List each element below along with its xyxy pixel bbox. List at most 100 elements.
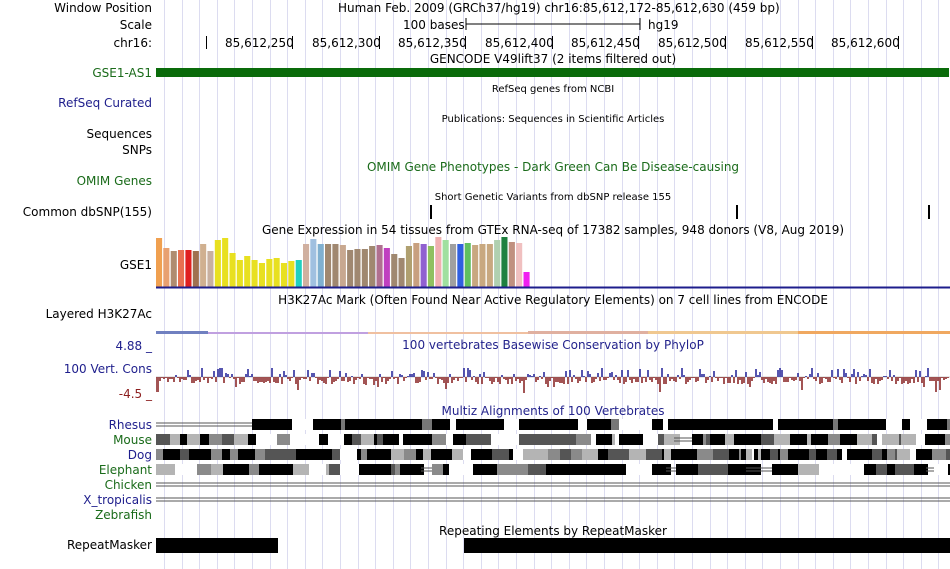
gtex-tissue-bar[interactable] — [339, 245, 346, 287]
multiz-species-label[interactable]: X_tropicalis — [83, 493, 152, 507]
gtex-tissue-bar[interactable] — [317, 244, 324, 287]
gtex-expression-chart[interactable] — [156, 237, 950, 291]
gtex-tissue-bar[interactable] — [178, 250, 185, 287]
gtex-tissue-bar[interactable] — [427, 246, 434, 287]
gtex-tissue-bar[interactable] — [222, 238, 229, 287]
alignment-block — [663, 419, 668, 430]
gtex-tissue-bar[interactable] — [472, 245, 479, 287]
gtex-tissue-bar[interactable] — [325, 244, 332, 287]
gencode-track-label[interactable]: GSE1-AS1 — [92, 66, 152, 80]
multiz-species-label[interactable]: Mouse — [113, 433, 152, 447]
gtex-tissue-bar[interactable] — [288, 261, 295, 287]
alignment-block — [797, 449, 809, 460]
alignment-block — [847, 449, 863, 460]
alignment-block — [523, 449, 538, 460]
gtex-tissue-bar[interactable] — [163, 248, 170, 287]
phylop-track-label[interactable]: 100 Vert. Cons — [63, 362, 152, 376]
alignment-block — [238, 449, 255, 460]
gtex-tissue-bar[interactable] — [251, 260, 258, 287]
gtex-tissue-bar[interactable] — [405, 246, 412, 287]
gtex-tissue-bar[interactable] — [295, 260, 302, 287]
ruler-tick — [898, 36, 899, 49]
refseq-track-label[interactable]: RefSeq Curated — [58, 96, 152, 110]
omim-track-label[interactable]: OMIM Genes — [76, 174, 152, 188]
ruler-tick-label: 85,612,300 — [312, 36, 381, 50]
multiz-species-label[interactable]: Zebrafish — [95, 508, 152, 522]
h3k27ac-signal[interactable] — [156, 326, 950, 336]
alignment-block — [854, 419, 871, 430]
gtex-tissue-bar[interactable] — [192, 251, 199, 287]
gtex-tissue-bar[interactable] — [376, 245, 383, 287]
multiz-alignment-blocks[interactable] — [156, 417, 950, 523]
gtex-tissue-bar[interactable] — [516, 243, 523, 287]
gtex-tissue-bar[interactable] — [303, 244, 310, 287]
gtex-track-label[interactable]: GSE1 — [119, 258, 152, 272]
gtex-tissue-bar[interactable] — [369, 246, 376, 287]
gtex-tissue-bar[interactable] — [347, 250, 354, 287]
window-position-value[interactable]: Human Feb. 2009 (GRCh37/hg19) chr16:85,6… — [338, 1, 780, 15]
ruler-tick-label: 85,612,350 — [398, 36, 467, 50]
gtex-tissue-bar[interactable] — [229, 253, 236, 287]
repeatmasker-track-label[interactable]: RepeatMasker — [66, 538, 152, 552]
gtex-tissue-bar[interactable] — [266, 259, 273, 287]
alignment-block — [326, 464, 329, 475]
gtex-tissue-bar[interactable] — [420, 244, 427, 287]
snp-variant[interactable] — [928, 205, 930, 219]
gtex-tissue-bar[interactable] — [185, 250, 192, 287]
gtex-tissue-bar[interactable] — [413, 243, 420, 287]
gtex-tissue-bar[interactable] — [170, 251, 177, 287]
gtex-tissue-bar[interactable] — [214, 240, 221, 287]
gtex-tissue-bar[interactable] — [332, 244, 339, 287]
gtex-tissue-bar[interactable] — [450, 244, 457, 287]
gtex-tissue-bar[interactable] — [464, 243, 471, 287]
gtex-tissue-bar[interactable] — [383, 248, 390, 287]
gtex-tissue-bar[interactable] — [310, 239, 317, 287]
multiz-species-label[interactable]: Chicken — [104, 478, 152, 492]
gtex-tissue-bar[interactable] — [435, 237, 442, 287]
snp-variant[interactable] — [736, 205, 738, 219]
snp-variant[interactable] — [430, 205, 432, 219]
gtex-tissue-bar[interactable] — [391, 254, 398, 287]
omim-track-title: OMIM Gene Phenotypes - Dark Green Can Be… — [366, 160, 740, 174]
multiz-species-label[interactable]: Dog — [127, 448, 152, 462]
gtex-tissue-bar[interactable] — [508, 242, 515, 287]
alignment-block — [223, 464, 249, 475]
alignment-block — [340, 449, 353, 460]
gtex-tissue-bar[interactable] — [258, 263, 265, 287]
alignment-block — [340, 464, 359, 475]
phylop-conservation-plot[interactable] — [156, 352, 950, 402]
snps-track-label[interactable]: SNPs — [122, 143, 152, 157]
multiz-species-label[interactable]: Elephant — [98, 463, 152, 477]
gtex-tissue-bar[interactable] — [207, 251, 214, 287]
dbsnp-track-label[interactable]: Common dbSNP(155) — [22, 205, 152, 219]
gtex-tissue-bar[interactable] — [361, 249, 368, 287]
gtex-tissue-bar[interactable] — [354, 249, 361, 287]
gtex-tissue-bar[interactable] — [457, 244, 464, 287]
gtex-tissue-bar[interactable] — [244, 256, 251, 287]
alignment-block — [814, 434, 823, 445]
repeat-element[interactable] — [156, 538, 278, 553]
publications-track-label[interactable]: Sequences — [86, 127, 152, 141]
alignment-block — [910, 449, 916, 460]
gtex-tissue-bar[interactable] — [486, 244, 493, 287]
dbsnp-variants[interactable] — [156, 204, 950, 220]
gene-feature-gse1-as1[interactable] — [156, 68, 949, 77]
gtex-tissue-bar[interactable] — [273, 258, 280, 287]
gtex-tissue-bar[interactable] — [442, 240, 449, 287]
gtex-tissue-bar[interactable] — [479, 244, 486, 287]
gtex-tissue-bar[interactable] — [156, 238, 163, 287]
gtex-tissue-bar[interactable] — [200, 244, 207, 287]
gtex-tissue-bar[interactable] — [523, 272, 530, 287]
gtex-tissue-bar[interactable] — [398, 258, 405, 287]
alignment-block — [872, 449, 882, 460]
alignment-block — [395, 464, 400, 475]
gtex-tissue-bar[interactable] — [280, 263, 287, 287]
gtex-tissue-bar[interactable] — [236, 260, 243, 287]
alignment-block — [203, 449, 211, 460]
repeat-element[interactable] — [464, 538, 950, 553]
alignment-block — [359, 464, 385, 475]
gtex-tissue-bar[interactable] — [501, 237, 508, 287]
gtex-tissue-bar[interactable] — [494, 240, 501, 287]
h3k27ac-track-label[interactable]: Layered H3K27Ac — [45, 307, 152, 321]
multiz-species-label[interactable]: Rhesus — [108, 418, 152, 432]
